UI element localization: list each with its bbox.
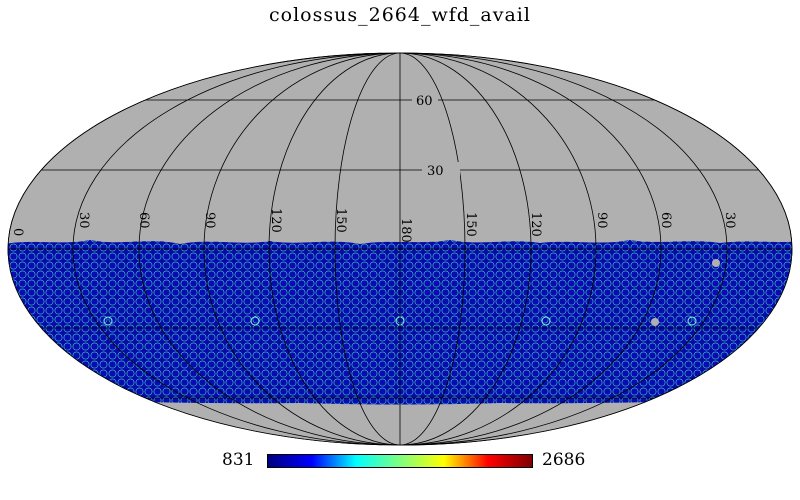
lon-label: 60 <box>658 212 673 229</box>
unobserved-gap <box>712 259 720 267</box>
latitude-labels: 60 30 <box>412 92 460 179</box>
lat-label-60: 60 <box>416 94 433 109</box>
lon-label: 30 <box>76 212 91 229</box>
map-title: colossus_2664_wfd_avail <box>269 4 531 26</box>
lon-label: 120 <box>268 208 283 233</box>
colorbar-min-label: 831 <box>222 450 255 470</box>
overlap-center <box>541 316 551 326</box>
lon-label: 150 <box>333 208 348 233</box>
colorbar <box>267 454 533 468</box>
lon-label: 120 <box>528 212 543 237</box>
lon-label: 90 <box>594 212 609 229</box>
overlap-center <box>103 316 113 326</box>
longitude-labels: 0 30 60 90 120 150 180 150 120 90 60 30 <box>10 208 737 243</box>
unobserved-gap <box>651 318 659 326</box>
lon-label: 30 <box>722 212 737 229</box>
lon-label: 60 <box>136 212 151 229</box>
lon-label: 90 <box>202 212 217 229</box>
overlap-center <box>687 316 697 326</box>
lat-label-30: 30 <box>427 164 444 179</box>
colorbar-max-label: 2686 <box>542 450 586 470</box>
lon-label: 0 <box>10 228 25 236</box>
overlap-centers <box>103 316 697 326</box>
overlap-center <box>250 316 260 326</box>
lon-label: 150 <box>463 212 478 237</box>
sky-outline <box>7 52 793 446</box>
lon-label: 180 <box>398 218 413 243</box>
